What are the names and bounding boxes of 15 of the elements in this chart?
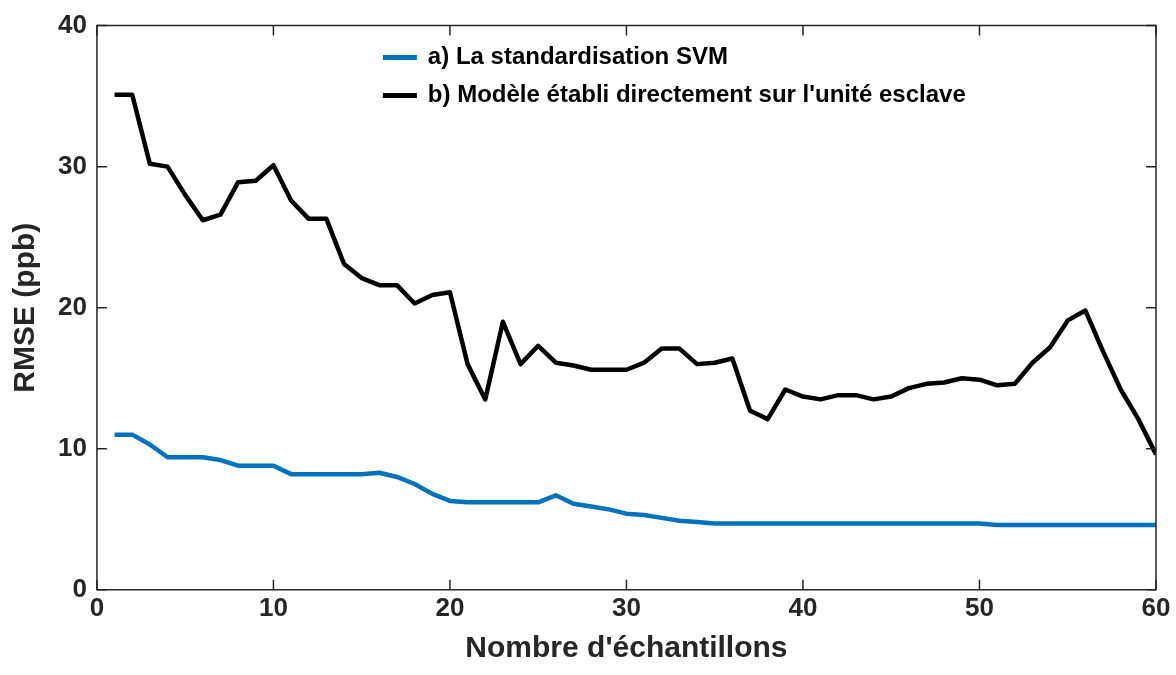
y-tick-label: 30: [58, 149, 87, 180]
legend-label: a) La standardisation SVM: [427, 42, 728, 70]
x-tick-label: 60: [1141, 591, 1171, 622]
y-tick-label: 20: [58, 290, 87, 321]
y-tick-label: 0: [72, 572, 87, 603]
x-tick-label: 10: [258, 591, 288, 622]
x-tick-label: 40: [788, 591, 818, 622]
x-axis-title: Nombre d'échantillons: [465, 630, 788, 664]
y-axis-title: RMSE (ppb): [7, 222, 41, 393]
x-tick-label: 30: [612, 591, 641, 622]
y-tick-label: 10: [58, 431, 87, 462]
y-tick-label: 40: [58, 8, 87, 39]
x-tick-label: 20: [435, 591, 465, 622]
legend-label: b) Modèle établi directement sur l'unité esclave: [427, 80, 966, 108]
x-tick-label: 50: [965, 591, 994, 622]
